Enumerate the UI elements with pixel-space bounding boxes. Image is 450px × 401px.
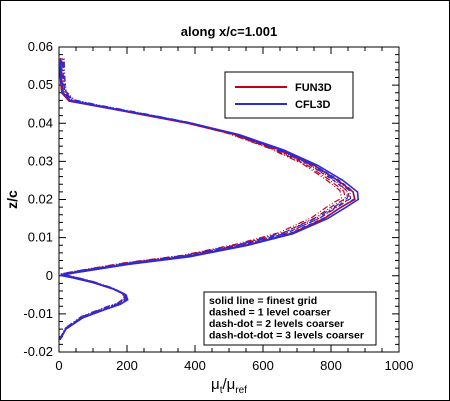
y-tick-label: 0.01 — [28, 230, 53, 245]
series-line-cfl3d-coarse-2 — [59, 57, 352, 340]
legend: FUN3D CFL3D — [224, 71, 354, 119]
note-line: dash-dot = 2 levels coarser — [209, 318, 344, 330]
x-label-base: μ — [211, 376, 220, 393]
series-line-cfl3d-coarse-1 — [59, 57, 355, 340]
y-tick-label: -0.01 — [23, 306, 53, 321]
y-tick-label: 0.04 — [28, 115, 53, 130]
y-tick-label: 0 — [46, 268, 53, 283]
legend-label-cfl3d: CFL3D — [295, 99, 331, 111]
note-line: dashed = 1 level coarser — [209, 307, 331, 319]
x-tick-label: 800 — [320, 358, 342, 373]
y-tick-label: 0.06 — [28, 39, 53, 54]
y-tick-label: 0.03 — [28, 153, 53, 168]
x-label-sub1: t — [220, 385, 223, 396]
legend-label-fun3d: FUN3D — [295, 82, 332, 94]
chart-title: along x/c=1.001 — [181, 24, 277, 39]
y-tick-label: 0.05 — [28, 77, 53, 92]
x-tick-label: 1000 — [385, 358, 414, 373]
series-line-cfl3d-coarse-3 — [59, 57, 349, 339]
x-tick-label: 200 — [116, 358, 138, 373]
y-tick-label: -0.02 — [23, 344, 53, 359]
series-layer — [58, 57, 360, 341]
x-label-sub2: ref — [235, 385, 247, 396]
notes-box-border — [203, 291, 377, 346]
y-tick-label: 0.02 — [28, 192, 53, 207]
x-tick-label: 600 — [252, 358, 274, 373]
note-line: solid line = finest grid — [209, 295, 317, 307]
legend-box — [224, 71, 354, 119]
axis-ticks: 0 200 400 600 800 1000 -0.02 -0.01 0 0.01 0.02 0.03… — [23, 39, 413, 373]
x-tick-label: 0 — [55, 358, 62, 373]
x-tick-label: 400 — [184, 358, 206, 373]
x-label-mid: /μ — [222, 376, 235, 393]
note-line: dash-dot-dot = 3 levels coarser — [209, 330, 364, 342]
x-axis-label: μt/μref — [211, 376, 247, 396]
y-axis-label: z/c — [4, 190, 20, 209]
